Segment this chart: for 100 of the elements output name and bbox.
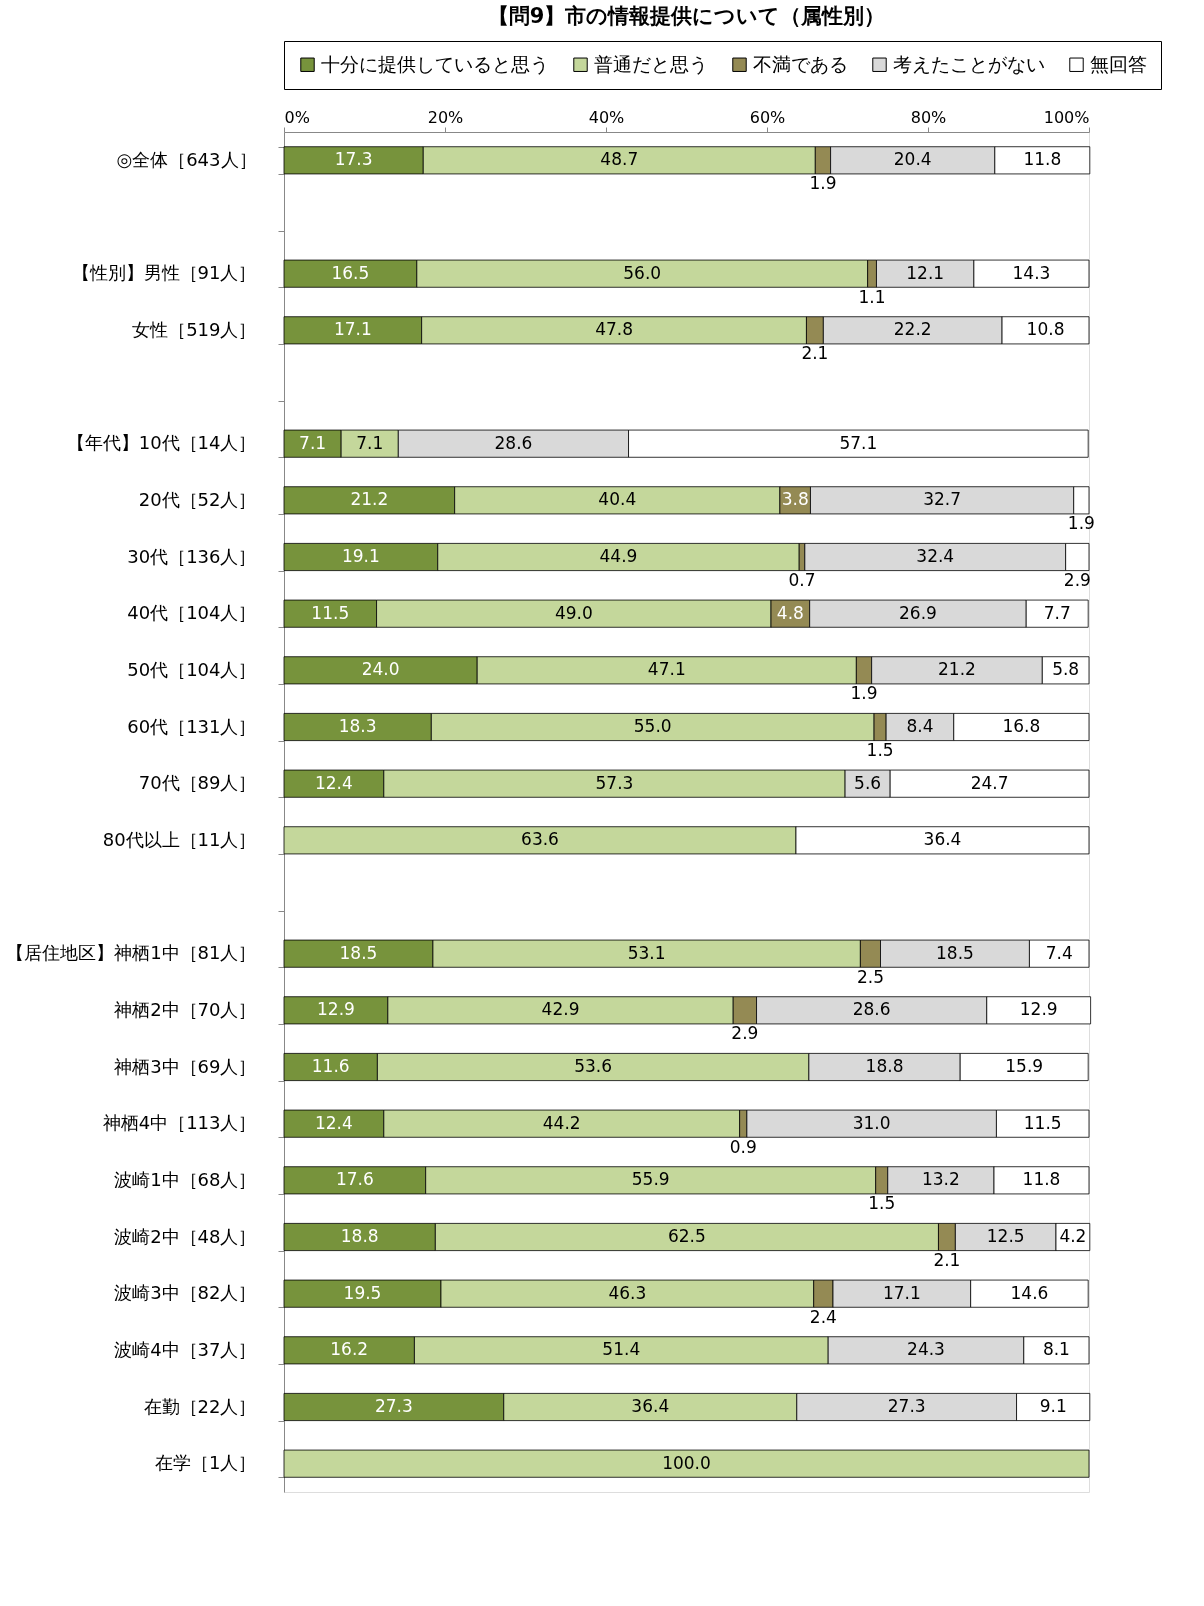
y-tick-label: 30代［136人］ xyxy=(127,545,257,567)
data-label: 44.2 xyxy=(542,1112,581,1133)
data-label: 7.1 xyxy=(356,432,384,453)
data-label: 2.1 xyxy=(933,1250,961,1270)
data-label: 56.0 xyxy=(623,262,662,283)
x-tick-label: 100% xyxy=(1043,107,1090,127)
data-label: 2.5 xyxy=(856,966,884,987)
y-tick-label: 【性別】男性［91人］ xyxy=(71,262,257,284)
data-label: 53.6 xyxy=(574,1056,613,1076)
data-label: 20.4 xyxy=(893,149,932,170)
data-label: 18.5 xyxy=(339,942,378,963)
data-label: 27.3 xyxy=(887,1396,926,1416)
y-tick-label: 80代以上［11人］ xyxy=(102,828,257,850)
data-label: 7.4 xyxy=(1045,942,1073,963)
data-label: 12.4 xyxy=(314,772,353,793)
data-label: 57.3 xyxy=(595,772,634,793)
data-label: 62.5 xyxy=(667,1226,706,1246)
data-label: 0.9 xyxy=(729,1136,757,1157)
data-label: 44.9 xyxy=(599,546,638,566)
data-label: 17.6 xyxy=(335,1169,374,1190)
data-label: 11.8 xyxy=(1023,149,1062,170)
data-label: 46.3 xyxy=(608,1282,647,1303)
data-label: 63.6 xyxy=(521,829,559,850)
data-label: 12.9 xyxy=(1019,999,1058,1020)
data-label: 28.6 xyxy=(494,432,533,453)
data-label: 10.8 xyxy=(1026,319,1065,340)
y-tick-label: 女性［519人］ xyxy=(132,318,257,340)
data-label: 8.4 xyxy=(906,716,934,736)
data-label: 1.5 xyxy=(866,740,894,760)
y-tick-label: 波崎1中［68人］ xyxy=(114,1168,257,1190)
data-label: 100.0 xyxy=(662,1452,711,1473)
chart-title: 【問9】市の情報提供について（属性別） xyxy=(487,3,886,28)
y-tick-label: 神栖3中［69人］ xyxy=(114,1055,257,1077)
x-tick-label: 80% xyxy=(910,107,947,127)
legend-label: 十分に提供していると思う xyxy=(321,52,549,75)
data-label: 1.5 xyxy=(868,1193,896,1214)
data-label: 16.8 xyxy=(1002,716,1041,736)
data-label: 14.3 xyxy=(1012,262,1051,283)
data-label: 2.9 xyxy=(731,1023,759,1044)
data-label: 18.3 xyxy=(338,716,377,736)
y-tick-label: 60代［131人］ xyxy=(127,715,257,737)
data-label: 31.0 xyxy=(852,1112,891,1133)
data-label: 4.2 xyxy=(1059,1226,1087,1246)
data-label: 36.4 xyxy=(923,829,962,850)
data-label: 49.0 xyxy=(554,602,593,623)
data-label: 24.7 xyxy=(970,772,1009,793)
x-tick-label: 20% xyxy=(427,107,464,127)
y-tick-label: 20代［52人］ xyxy=(138,488,257,510)
y-tick-label: 50代［104人］ xyxy=(127,658,257,680)
data-label: 28.6 xyxy=(852,999,891,1020)
y-tick-label: 40代［104人］ xyxy=(127,602,257,624)
data-label: 47.1 xyxy=(647,659,686,680)
data-label: 26.9 xyxy=(899,602,937,623)
y-tick-label: 在学［1人］ xyxy=(155,1452,257,1474)
data-label: 15.9 xyxy=(1005,1056,1044,1076)
data-label: 7.7 xyxy=(1043,602,1071,623)
data-label: 21.2 xyxy=(350,489,389,510)
data-label: 11.8 xyxy=(1022,1169,1061,1190)
data-label: 42.9 xyxy=(541,999,580,1020)
data-label: 19.1 xyxy=(341,546,380,566)
data-label: 11.5 xyxy=(311,602,350,623)
data-label: 32.7 xyxy=(923,489,962,510)
data-label: 5.8 xyxy=(1052,659,1080,680)
data-label: 22.2 xyxy=(893,319,932,340)
y-tick-label: 【年代】10代［14人］ xyxy=(66,432,257,454)
data-label: 4.8 xyxy=(776,602,804,623)
data-label: 5.6 xyxy=(854,772,882,793)
data-label: 21.2 xyxy=(938,659,976,680)
data-label: 12.1 xyxy=(906,262,945,283)
data-label: 47.8 xyxy=(595,319,633,340)
y-tick-label: 神栖4中［113人］ xyxy=(102,1112,257,1134)
data-label: 11.5 xyxy=(1023,1112,1062,1133)
x-tick-label: 40% xyxy=(588,107,625,127)
x-tick-label: 0% xyxy=(284,107,310,127)
legend-label: 考えたことがない xyxy=(893,52,1045,75)
data-label: 36.4 xyxy=(631,1396,670,1416)
data-label: 0.7 xyxy=(788,570,816,590)
data-label: 55.0 xyxy=(633,716,672,736)
data-label: 19.5 xyxy=(343,1282,382,1303)
data-label: 16.5 xyxy=(331,262,370,283)
data-label: 2.9 xyxy=(1063,570,1091,590)
y-tick-label: 在勤［22人］ xyxy=(143,1395,257,1417)
data-label: 48.7 xyxy=(600,149,639,170)
data-label: 1.9 xyxy=(1067,513,1095,534)
data-label: 12.4 xyxy=(314,1112,353,1133)
legend-label: 不満である xyxy=(753,52,848,75)
data-label: 27.3 xyxy=(374,1396,413,1416)
data-label: 40.4 xyxy=(598,489,637,510)
data-label: 18.5 xyxy=(936,942,974,963)
data-label: 9.1 xyxy=(1039,1396,1067,1416)
data-label: 1.1 xyxy=(858,286,886,307)
y-tick-label: 波崎2中［48人］ xyxy=(114,1225,257,1247)
data-label: 1.9 xyxy=(809,173,837,194)
y-tick-label: ◎全体［643人］ xyxy=(116,148,257,170)
y-tick-label: 神栖2中［70人］ xyxy=(114,998,257,1020)
data-label: 8.1 xyxy=(1042,1339,1070,1360)
data-label: 18.8 xyxy=(340,1226,379,1246)
data-label: 2.4 xyxy=(809,1306,837,1327)
data-label: 17.1 xyxy=(333,319,372,340)
y-tick-label: 波崎3中［82人］ xyxy=(114,1282,257,1304)
